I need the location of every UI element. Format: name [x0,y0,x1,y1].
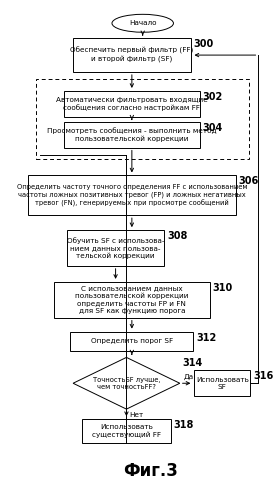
Text: Начало: Начало [129,20,157,26]
Bar [64,122,200,148]
Bar [64,91,200,116]
Text: 318: 318 [173,420,194,430]
Bar [67,230,164,266]
Text: Нет: Нет [129,412,143,418]
Text: 310: 310 [212,283,233,293]
Bar [54,282,210,318]
Text: 300: 300 [193,39,214,49]
Text: Просмотреть сообщения - выполнить метод
пользовательской коррекции: Просмотреть сообщения - выполнить метод … [47,127,217,142]
Text: 304: 304 [202,122,223,132]
Text: Фиг.3: Фиг.3 [123,462,178,480]
Text: 314: 314 [182,358,203,368]
Bar [36,79,249,158]
Text: Определить порог SF: Определить порог SF [91,338,173,344]
Text: 306: 306 [239,176,259,186]
Bar [73,38,191,72]
Bar [82,419,171,443]
Text: С использованием данных
пользовательской коррекции
определить частоты FP и FN
дл: С использованием данных пользовательской… [75,285,188,314]
Text: Определить частоту точного определения FF с использованием
частоты ложных позити: Определить частоту точного определения F… [17,184,247,207]
Text: 302: 302 [202,92,223,102]
Bar [194,370,250,396]
Text: Обучить SF с использова-
нием данных пользова-
тельской коррекции: Обучить SF с использова- нием данных пол… [67,237,164,260]
Bar [70,332,193,351]
Bar [28,176,236,215]
Text: Обеспечить первый фильтр (FF)
и второй фильтр (SF): Обеспечить первый фильтр (FF) и второй ф… [70,47,193,63]
Text: 316: 316 [253,372,273,382]
Text: Автоматически фильтровать входящие
сообщения согласно настройкам FF: Автоматически фильтровать входящие сообщ… [56,96,208,111]
Text: 308: 308 [167,231,187,241]
Text: Да: Да [183,374,193,380]
Text: Использовать
SF: Использовать SF [196,376,249,390]
Text: Использовать
существующий FF: Использовать существующий FF [92,424,161,438]
Text: ТочностьSF лучше,
чем точностьFF?: ТочностьSF лучше, чем точностьFF? [93,376,160,390]
Polygon shape [73,358,180,409]
Ellipse shape [112,14,173,32]
Text: 312: 312 [196,332,216,342]
